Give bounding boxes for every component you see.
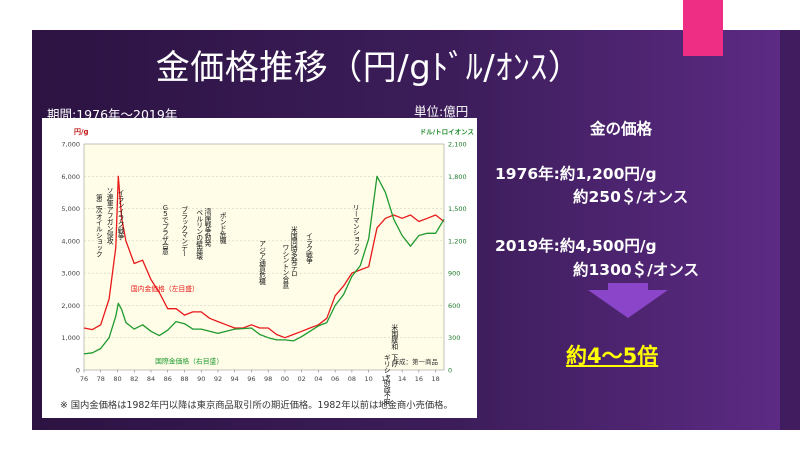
y-tick-left: 5,000 bbox=[61, 205, 80, 213]
x-tick-label: 06 bbox=[331, 375, 339, 383]
y-tick-left: 3,000 bbox=[61, 270, 80, 278]
price-multiplier: 約4～5倍 bbox=[566, 344, 659, 368]
x-tick-label: 78 bbox=[97, 375, 105, 383]
y-tick-right: 1,500 bbox=[448, 205, 467, 213]
event-annotation: 下げ bbox=[390, 354, 398, 368]
x-tick-label: 12 bbox=[381, 375, 389, 383]
international-series-label: 国際金価格（右目盛） bbox=[155, 357, 223, 366]
plot-area bbox=[83, 143, 445, 371]
y-tick-left: 2,000 bbox=[61, 302, 80, 310]
x-tick-label: 94 bbox=[231, 375, 239, 383]
event-annotation: 第二次オイルショック bbox=[94, 193, 102, 258]
y-tick-right: 300 bbox=[448, 334, 460, 342]
x-tick-label: 98 bbox=[264, 375, 272, 383]
event-annotation: ブラックマンデー bbox=[180, 205, 188, 256]
event-annotation: ベルリンの壁崩壊 bbox=[195, 209, 203, 261]
unit-label: 単位:億円 bbox=[414, 104, 469, 119]
event-annotation: ワシントン合意 bbox=[281, 244, 289, 289]
right-axis-title: ドル/トロイオンス bbox=[420, 128, 474, 136]
x-tick-label: 04 bbox=[314, 375, 322, 383]
chart-credit: 作成：第一商品 bbox=[393, 357, 439, 366]
event-annotation: ポンド危機 bbox=[218, 212, 226, 245]
x-tick-label: 80 bbox=[113, 375, 121, 383]
gold-price-heading: 金の価格 bbox=[590, 120, 653, 138]
international-price-line bbox=[83, 175, 445, 355]
x-tick-label: 96 bbox=[247, 375, 255, 383]
y-tick-left: 1,000 bbox=[61, 334, 80, 342]
x-tick-label: 08 bbox=[348, 375, 356, 383]
domestic-series-label: 国内金価格（左目盛） bbox=[131, 284, 199, 293]
event-annotation: リーマンショック bbox=[351, 204, 359, 255]
x-tick-label: 18 bbox=[431, 375, 439, 383]
x-tick-label: 00 bbox=[281, 375, 289, 383]
slide-edge-bar bbox=[780, 30, 800, 430]
slide-title: 金価格推移（円/gﾄﾞﾙ/ｵﾝｽ） bbox=[155, 48, 583, 88]
x-tick-label: 88 bbox=[180, 375, 188, 383]
accent-pink-tab bbox=[683, 0, 723, 56]
chart-svg: 0 1,000 2,000 3,000 4,000 5,000 6,000 7,000 0 300… bbox=[61, 128, 474, 406]
x-tick-label: 10 bbox=[365, 375, 373, 383]
left-axis-title: 円/g bbox=[74, 128, 89, 136]
y-tick-right: 600 bbox=[448, 302, 460, 310]
y-tick-right: 1,200 bbox=[448, 237, 467, 245]
y-tick-right: 900 bbox=[448, 270, 460, 278]
x-tick-label: 02 bbox=[298, 375, 306, 383]
x-tick-label: 92 bbox=[214, 375, 222, 383]
event-annotation: ギリシャ bbox=[382, 354, 390, 379]
price-1976-yen: 1976年:約1,200円/g bbox=[495, 165, 657, 183]
y-tick-right: 2,100 bbox=[448, 141, 467, 149]
event-annotation: イランイラク戦争 bbox=[116, 189, 124, 241]
y-tick-right: 0 bbox=[448, 367, 452, 375]
event-annotation: Ｇ５でプラザ合意 bbox=[160, 204, 168, 255]
y-tick-left: 7,000 bbox=[61, 141, 80, 149]
y-tick-left: 6,000 bbox=[61, 173, 80, 181]
y-tick-left: 4,000 bbox=[61, 237, 80, 245]
event-annotation: 財政不安 bbox=[382, 378, 390, 406]
chart-footnote: ※ 国内金価格は1982年円以降は東京商品取引所の期近価格。1982年以前は地金… bbox=[60, 400, 453, 411]
gold-price-chart: 0 1,000 2,000 3,000 4,000 5,000 6,000 7,000 0 300… bbox=[42, 118, 477, 418]
down-arrow-shape bbox=[588, 283, 668, 318]
x-tick-label: 84 bbox=[147, 375, 155, 383]
price-2019-yen: 2019年:約4,500円/g bbox=[495, 237, 657, 255]
domestic-price-line bbox=[83, 175, 445, 339]
x-tick-label: 14 bbox=[398, 375, 406, 383]
event-annotation: 米国緩和 bbox=[390, 323, 398, 351]
y-tick-right: 1,800 bbox=[448, 173, 467, 181]
x-tick-label: 76 bbox=[80, 375, 88, 383]
event-annotation: アジア通貨危機 bbox=[257, 240, 265, 286]
event-annotation: 湾岸戦争勃発 bbox=[203, 207, 211, 247]
price-2019-usd: 約1300＄/オンス bbox=[573, 261, 699, 279]
x-tick-label: 86 bbox=[164, 375, 172, 383]
x-tick-label: 16 bbox=[415, 375, 423, 383]
y-tick-left: 0 bbox=[76, 367, 80, 375]
event-annotation: イラク戦争 bbox=[304, 232, 312, 265]
event-annotation: ソ連軍アフガン侵攻 bbox=[105, 187, 113, 245]
x-tick-label: 90 bbox=[197, 375, 205, 383]
x-tick-label: 82 bbox=[130, 375, 138, 383]
price-1976-usd: 約250＄/オンス bbox=[573, 188, 689, 206]
event-annotation: 米国同時多発テロ bbox=[289, 225, 297, 277]
